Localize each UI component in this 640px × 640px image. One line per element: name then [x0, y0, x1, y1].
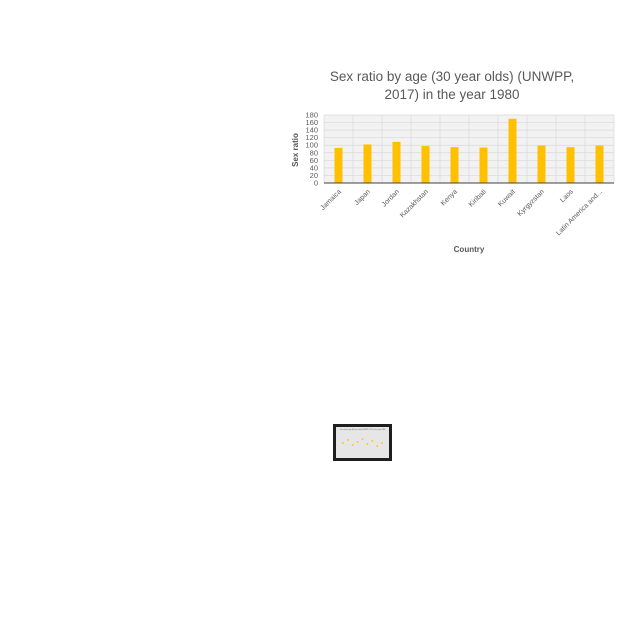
- thumbnail-point: [376, 445, 379, 447]
- chart-title: Sex ratio by age (30 year olds) (UNWPP, 2…: [330, 69, 574, 102]
- thumbnail-panel: [336, 427, 389, 458]
- x-tick-label: Kyrgyzstan: [516, 188, 546, 218]
- bar-kazakhstan: [421, 145, 430, 183]
- x-tick-label: Kuwait: [497, 188, 517, 208]
- y-axis-label: Sex ratio: [291, 133, 300, 167]
- y-tick-label: 20: [310, 171, 318, 180]
- x-tick-label: Jamaica: [320, 188, 343, 211]
- thumbnail-point: [371, 440, 374, 442]
- y-tick-label: 40: [310, 163, 318, 172]
- x-tick-label: Kazakhstan: [399, 188, 430, 219]
- thumbnail-point: [361, 438, 364, 440]
- y-tick-label: 160: [305, 118, 318, 127]
- y-tick-label: 80: [310, 148, 318, 157]
- x-tick-label: Laos: [559, 188, 575, 204]
- thumbnail-graphic: Sex ratio by age (30 year olds) (UNWPP, …: [336, 427, 389, 458]
- chart-title-line: Sex ratio by age (30 year olds) (UNWPP,: [330, 69, 574, 84]
- bar-jamaica: [334, 147, 343, 183]
- x-tick-label: Jordan: [381, 188, 401, 208]
- gridlines: [323, 114, 615, 183]
- thumbnail-point: [356, 441, 359, 443]
- thumbnail-points: [342, 438, 383, 447]
- x-axis-label: Country: [454, 245, 485, 254]
- thumbnail-title: Sex ratio by age (30 year olds) (UNWPP, …: [340, 428, 385, 431]
- bar-kuwait: [508, 118, 517, 183]
- bar-japan: [363, 144, 372, 183]
- y-tick-label: 100: [305, 141, 318, 150]
- y-tick-label: 0: [314, 179, 318, 188]
- x-tick-label: Kiribati: [468, 188, 488, 208]
- bar-jordan: [392, 141, 401, 183]
- chart-title-line: 2017) in the year 1980: [384, 87, 519, 102]
- bar-kenya: [450, 147, 459, 183]
- thumbnail-point: [366, 443, 369, 445]
- y-tick-label: 180: [305, 111, 318, 120]
- thumbnail-point: [342, 442, 344, 444]
- thumbnail-point: [381, 442, 383, 444]
- x-tick-label: Kenya: [440, 188, 459, 207]
- y-tick-label: 60: [310, 156, 318, 165]
- bar-kiribati: [479, 147, 488, 183]
- thumbnail-point: [346, 439, 349, 441]
- bars: [334, 118, 604, 183]
- x-tick-label: Japan: [353, 188, 372, 207]
- bar-laos: [566, 147, 575, 183]
- y-tick-label: 120: [305, 133, 318, 142]
- chart-thumbnail[interactable]: Sex ratio by age (30 year olds) (UNWPP, …: [333, 424, 392, 461]
- thumbnail-point: [351, 444, 354, 446]
- y-tick-label: 140: [305, 126, 318, 135]
- bar-kyrgyzstan: [537, 145, 546, 183]
- bar-latin-america-and: [595, 145, 604, 183]
